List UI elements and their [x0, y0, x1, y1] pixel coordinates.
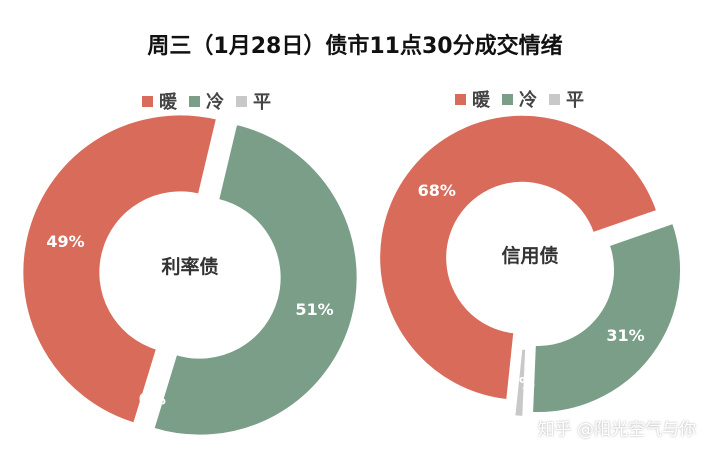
legend-item-warm: 暖	[455, 86, 490, 112]
slice-flat-credit-bonds	[513, 347, 528, 418]
data-label-flat-rate-bonds: 0%	[139, 389, 166, 408]
data-label-warm-credit-bonds: 68%	[418, 181, 456, 200]
legend-swatch-warm	[455, 93, 466, 105]
legend-swatch-cold	[189, 95, 200, 107]
donut-credit-bonds: 68% 31% 1%	[378, 113, 683, 418]
legend-label-cold: 冷	[519, 90, 537, 111]
page-title: 周三（1月28日）债市11点30分成交情绪	[147, 34, 563, 59]
legend-item-cold: 冷	[502, 86, 537, 112]
watermark: 知乎 @阳光空气与你	[537, 420, 696, 440]
legend-label-flat: 平	[253, 92, 271, 113]
data-label-cold-rate-bonds: 51%	[295, 300, 333, 319]
legend-label-warm: 暖	[472, 90, 490, 111]
legend-right: 暖 冷 平	[455, 86, 596, 112]
legend-item-flat: 平	[549, 86, 584, 112]
data-label-warm-rate-bonds: 49%	[46, 232, 84, 251]
slice-flat-rate-bonds	[139, 359, 166, 438]
legend-item-cold: 冷	[189, 88, 224, 114]
legend-swatch-warm	[142, 95, 153, 107]
center-label-credit-bonds: 信用债	[501, 244, 558, 267]
legend-label-cold: 冷	[206, 92, 224, 113]
donut-rate-bonds: 49% 51% 0%	[21, 113, 359, 438]
legend-swatch-flat	[236, 95, 247, 107]
legend-left: 暖 冷 平	[142, 88, 283, 114]
data-label-flat-credit-bonds: 1%	[508, 374, 535, 393]
data-label-cold-credit-bonds: 31%	[606, 326, 644, 345]
legend-swatch-flat	[549, 93, 560, 105]
slice-warm-credit-bonds	[378, 113, 659, 402]
slice-warm-rate-bonds	[21, 113, 219, 425]
legend-item-warm: 暖	[142, 88, 177, 114]
slice-cold-credit-bonds	[530, 221, 683, 414]
legend-item-flat: 平	[236, 88, 271, 114]
legend-label-flat: 平	[566, 90, 584, 111]
legend-label-warm: 暖	[159, 92, 177, 113]
slice-cold-rate-bonds	[152, 122, 359, 437]
center-label-rate-bonds: 利率债	[161, 255, 218, 278]
legend-swatch-cold	[502, 93, 513, 105]
